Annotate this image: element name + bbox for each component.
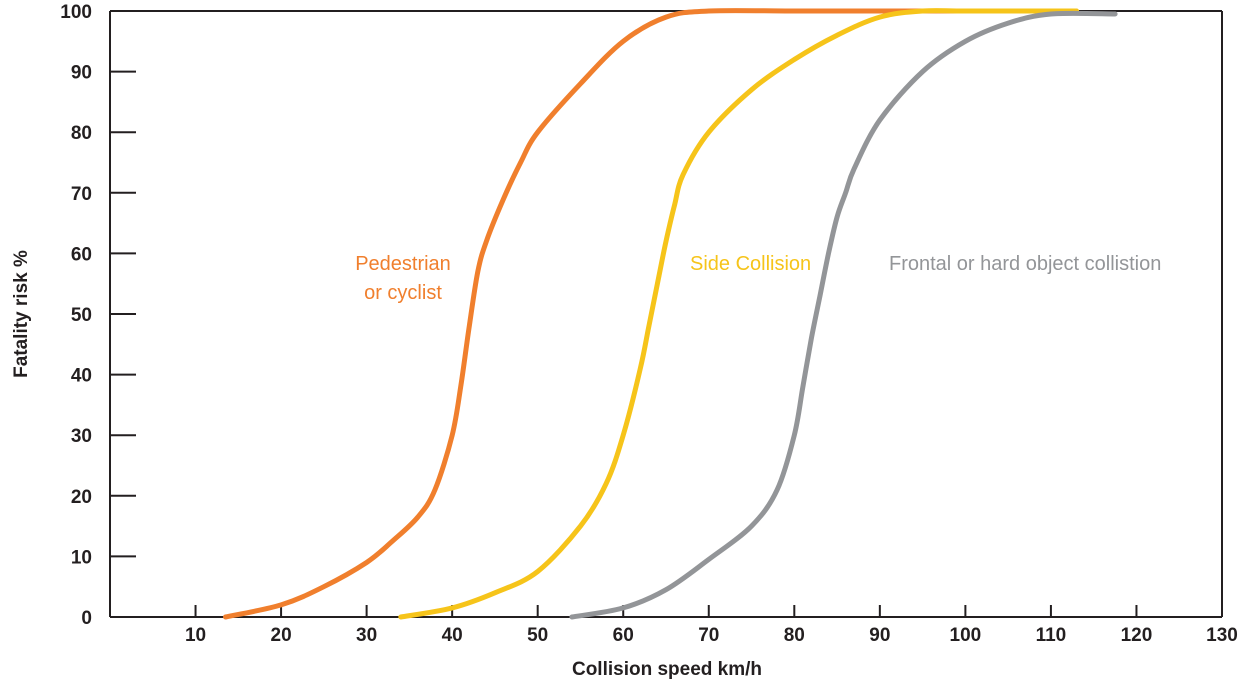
y-tick-label: 50 [71, 305, 92, 326]
series-label-side: Side Collision [690, 253, 811, 275]
series-label-pedestrian: Pedestrian [355, 253, 451, 275]
x-tick-label: 110 [1036, 625, 1067, 646]
x-tick-label: 130 [1206, 625, 1238, 646]
y-tick-label: 30 [71, 426, 92, 447]
y-tick-label: 40 [71, 366, 92, 387]
x-tick-label: 10 [185, 625, 206, 646]
series-label-pedestrian: or cyclist [364, 282, 442, 304]
y-axis-title: Fatality risk % [11, 250, 32, 378]
series-line-pedestrian [223, 8, 968, 620]
y-tick-label: 60 [71, 244, 92, 265]
x-tick-label: 80 [784, 625, 805, 646]
series-line-side [398, 8, 1080, 620]
series-line-frontal [569, 10, 1118, 620]
x-tick-label: 90 [869, 625, 890, 646]
plot-frame [109, 10, 1223, 618]
x-tick-label: 50 [527, 625, 548, 646]
x-tick-label: 60 [613, 625, 634, 646]
y-tick-label: 20 [71, 487, 92, 508]
x-tick-label: 20 [271, 625, 292, 646]
y-axis-ticks: 0 10 20 30 40 50 60 70 80 90 100 [60, 2, 136, 629]
x-axis-ticks: 10 20 30 40 50 60 70 80 90 100 110 120 130 [185, 605, 1238, 646]
y-tick-label: 80 [71, 123, 92, 144]
y-tick-label: 70 [71, 184, 92, 205]
x-tick-label: 30 [356, 625, 377, 646]
y-tick-label: 100 [60, 2, 92, 23]
x-tick-label: 70 [698, 625, 719, 646]
x-axis-title: Collision speed km/h [572, 659, 762, 680]
series-lines [223, 8, 1118, 620]
x-tick-label: 100 [950, 625, 982, 646]
series-label-frontal: Frontal or hard object collistion [889, 253, 1161, 275]
y-tick-label: 90 [71, 63, 92, 84]
x-tick-label: 120 [1121, 625, 1153, 646]
x-tick-label: 40 [442, 625, 463, 646]
series-labels: Pedestrian or cyclist Side Collision Fronta… [355, 253, 1161, 304]
y-tick-label: 0 [81, 608, 92, 629]
y-tick-label: 10 [71, 547, 92, 568]
